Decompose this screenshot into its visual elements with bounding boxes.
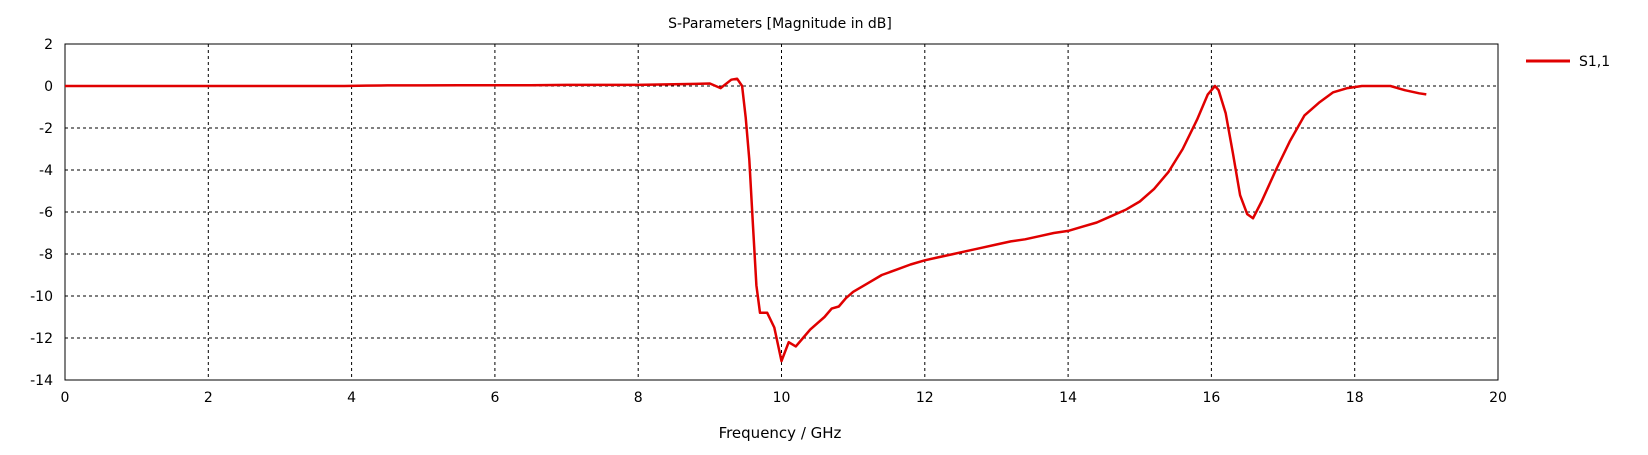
x-tick-label: 18 <box>1346 390 1364 406</box>
y-tick-label: -12 <box>30 331 53 347</box>
x-tick-label: 14 <box>1059 390 1077 406</box>
y-tick-label: -4 <box>39 163 53 179</box>
x-axis-label: Frequency / GHz <box>719 424 842 442</box>
legend: S1,1 <box>1526 54 1610 70</box>
y-tick-label: -10 <box>30 289 53 305</box>
plot-frame <box>64 43 1499 381</box>
x-tick-label: 6 <box>490 390 499 406</box>
y-tick-label: -8 <box>39 247 53 263</box>
x-tick-labels: 0 2 4 6 8 10 12 14 16 18 20 <box>61 390 1507 406</box>
y-tick-label: -14 <box>30 373 53 389</box>
x-tick-label: 2 <box>204 390 213 406</box>
grid <box>65 44 1498 380</box>
x-tick-label: 16 <box>1202 390 1220 406</box>
x-tick-label: 20 <box>1489 390 1507 406</box>
x-tick-label: 10 <box>773 390 791 406</box>
x-tick-label: 0 <box>61 390 70 406</box>
legend-label-s11: S1,1 <box>1579 54 1610 70</box>
y-tick-label: 0 <box>44 79 53 95</box>
x-tick-label: 12 <box>916 390 934 406</box>
y-tick-label: -2 <box>39 121 53 137</box>
x-tick-label: 8 <box>634 390 643 406</box>
series-layer <box>65 77 1427 363</box>
chart-title: S-Parameters [Magnitude in dB] <box>668 16 892 32</box>
series-line-s11 <box>65 77 1427 363</box>
y-tick-label: -6 <box>39 205 53 221</box>
y-tick-labels: 2 0 -2 -4 -6 -8 -10 -12 -14 <box>30 37 53 389</box>
x-tick-label: 4 <box>347 390 356 406</box>
y-tick-label: 2 <box>44 37 53 53</box>
